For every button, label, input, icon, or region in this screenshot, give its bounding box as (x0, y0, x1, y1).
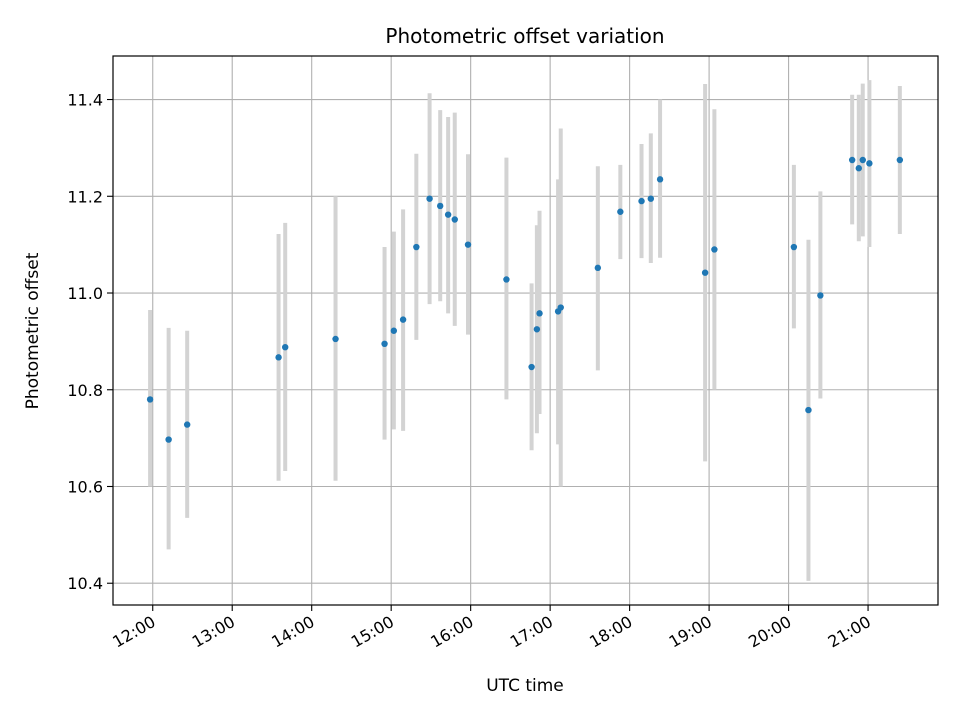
data-point (848, 156, 856, 164)
data-point (183, 421, 191, 428)
data-point (165, 436, 172, 443)
data-point (399, 316, 407, 323)
y-tick-label: 10.8 (67, 381, 103, 400)
x-tick-label: 21:00 (825, 612, 874, 652)
x-tick-label: 18:00 (586, 612, 635, 652)
x-tick-label: 15:00 (348, 612, 397, 652)
y-axis-label: Photometric offset (23, 252, 43, 409)
y-axis-ticks: 10.4 10.6 10.8 11.0 11.2 11.4 (67, 91, 113, 593)
data-point (381, 340, 388, 348)
data-point (896, 156, 904, 164)
data-point (656, 176, 664, 183)
y-tick-label: 10.4 (67, 574, 103, 593)
data-point (528, 363, 535, 371)
x-tick-label: 19:00 (666, 612, 715, 652)
y-tick-label: 10.6 (67, 477, 103, 496)
data-point (444, 211, 452, 218)
data-point (557, 304, 564, 311)
data-point (855, 165, 862, 172)
error-bars (148, 80, 902, 581)
plot-frame (112, 55, 939, 606)
data-point (790, 243, 798, 251)
data-point (275, 354, 282, 361)
data-point (701, 269, 709, 276)
y-tick-label: 11.0 (67, 284, 103, 303)
data-point (413, 243, 420, 251)
data-point (805, 406, 812, 414)
y-tick-label: 11.2 (67, 187, 103, 206)
data-point (464, 241, 472, 248)
x-tick-label: 17:00 (507, 612, 556, 652)
x-axis-ticks: 12:00 13:00 14:00 15:00 16:00 17:00 18:00 19:00… (109, 605, 874, 652)
data-point (451, 216, 458, 223)
data-point (536, 310, 543, 317)
y-tick-label: 11.4 (67, 91, 103, 110)
data-point (817, 292, 824, 299)
x-tick-label: 20:00 (745, 612, 794, 652)
data-point (711, 246, 718, 253)
data-point (866, 160, 873, 167)
data-point (436, 202, 444, 210)
x-tick-label: 13:00 (189, 612, 238, 652)
data-point (533, 326, 541, 333)
x-axis-label: UTC time (486, 676, 564, 696)
data-point (426, 195, 433, 202)
x-tick-label: 16:00 (427, 612, 476, 652)
data-point (332, 335, 339, 343)
data-point (638, 197, 645, 205)
data-points (146, 156, 904, 443)
data-point (647, 195, 655, 202)
data-point (390, 327, 398, 334)
data-point (594, 264, 602, 272)
chart-title: Photometric offset variation (385, 24, 664, 48)
x-tick-label: 14:00 (268, 612, 317, 652)
data-point (859, 156, 866, 164)
data-point (503, 276, 510, 283)
data-point (617, 208, 624, 215)
data-point (146, 396, 154, 403)
data-point (282, 343, 289, 351)
grid-lines (113, 56, 938, 605)
x-tick-label: 12:00 (109, 612, 158, 652)
